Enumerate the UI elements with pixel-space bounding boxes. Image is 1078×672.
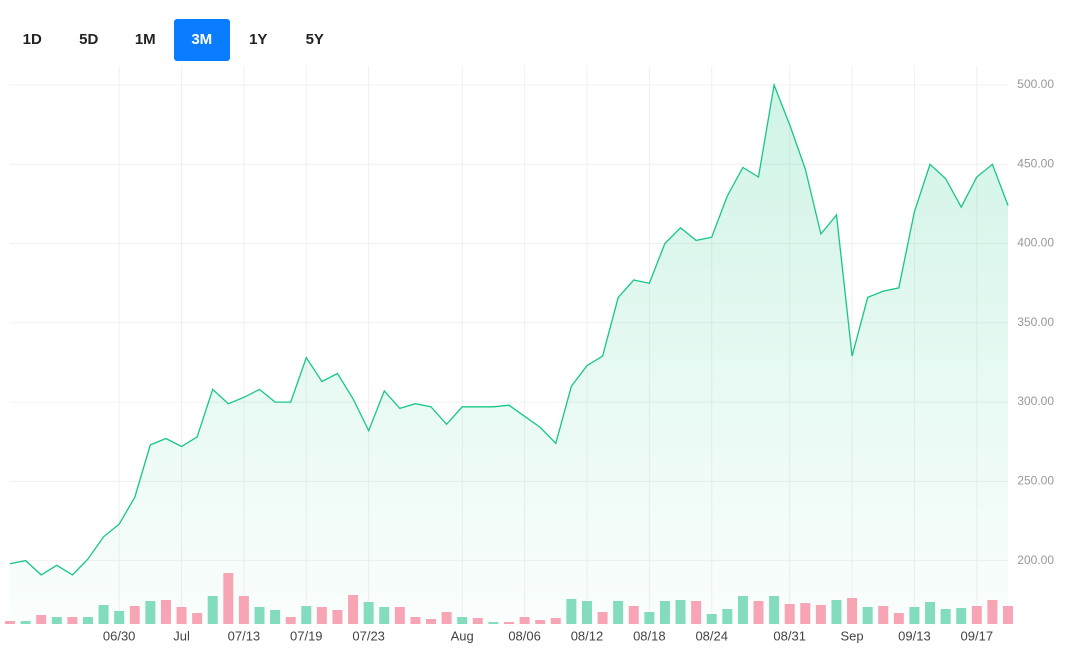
y-tick-label: 250.00 — [1017, 474, 1054, 488]
volume-bar — [753, 601, 764, 624]
volume-bar — [971, 606, 982, 624]
y-tick-label: 450.00 — [1017, 156, 1054, 170]
volume-bar — [956, 608, 967, 624]
volume-bar — [238, 596, 249, 624]
x-tick-label: Jul — [173, 628, 190, 643]
x-tick-label: 08/12 — [571, 628, 604, 643]
volume-bar — [379, 607, 390, 624]
volume-bar — [285, 617, 296, 624]
volume-bar — [36, 615, 47, 624]
range-tab[interactable]: 1M — [134, 31, 156, 48]
x-tick-label: 08/18 — [633, 628, 666, 643]
price-line — [9, 82, 1009, 576]
x-tick-label: 07/19 — [290, 628, 323, 643]
volume-bar — [862, 607, 873, 624]
volume-bar — [82, 617, 93, 624]
volume-bar — [878, 606, 889, 624]
volume-bar — [426, 619, 437, 624]
volume-bar — [270, 610, 281, 624]
volume-bar — [940, 609, 951, 624]
volume-bar — [691, 601, 702, 624]
volume-bar — [644, 612, 655, 624]
volume-bar — [909, 607, 920, 624]
y-tick-label: 350.00 — [1017, 315, 1054, 329]
volume-bar — [831, 600, 842, 624]
volume-bar — [737, 596, 748, 624]
volume-bar — [504, 622, 514, 624]
volume-bar — [566, 599, 577, 624]
volume-bar — [176, 607, 187, 624]
y-tick-label: 400.00 — [1017, 236, 1054, 250]
y-tick-label: 200.00 — [1017, 553, 1054, 567]
volume-bar — [5, 621, 15, 624]
x-tick-label: 09/13 — [898, 628, 931, 643]
volume-bar — [613, 601, 624, 624]
volume-bar — [192, 613, 203, 624]
volume-bar — [472, 618, 483, 624]
range-tab[interactable]: 3M — [173, 19, 230, 61]
volume-bar — [1003, 606, 1013, 624]
volume-bar — [987, 600, 998, 624]
x-tick-label: 08/31 — [773, 628, 806, 643]
x-tick-label: Aug — [451, 628, 474, 643]
volume-bar — [675, 600, 686, 624]
volume-bar — [769, 596, 780, 624]
volume-bar — [67, 617, 78, 624]
volume-bar — [706, 614, 717, 624]
range-tabs: 1D 5D 1M 3M 1Y 5Y — [4, 19, 343, 61]
volume-bar — [223, 573, 234, 624]
volume-bar — [441, 612, 452, 624]
volume-bar — [488, 622, 499, 624]
volume-bar — [410, 617, 421, 624]
volume-bar — [925, 602, 936, 624]
volume-bar — [457, 617, 468, 624]
volume-bar — [597, 612, 608, 624]
volume-bar — [316, 607, 327, 624]
volume-bar — [581, 601, 592, 624]
y-tick-label: 300.00 — [1017, 394, 1054, 408]
volume-bar — [659, 601, 670, 624]
volume-bar — [145, 601, 156, 624]
volume-bar — [348, 595, 359, 624]
volume-bar — [394, 607, 405, 624]
volume-bar — [98, 605, 109, 624]
volume-bar — [815, 605, 826, 624]
range-tab[interactable]: 1D — [22, 31, 42, 48]
volume-bar — [847, 598, 858, 624]
volume-bar — [550, 618, 561, 624]
volume-bar — [784, 604, 795, 624]
x-tick-label: 07/13 — [228, 628, 261, 643]
volume-bar — [207, 596, 218, 624]
area — [10, 85, 1008, 624]
volume-bar — [254, 607, 265, 624]
range-tab[interactable]: 5Y — [305, 31, 324, 48]
y-tick-label: 500.00 — [1017, 77, 1054, 91]
range-tab[interactable]: 1Y — [249, 31, 268, 48]
x-tick-label: 07/23 — [352, 628, 385, 643]
volume-bar — [129, 606, 140, 624]
volume-bar — [519, 617, 530, 624]
x-tick-label: 08/06 — [508, 628, 541, 643]
range-tab[interactable]: 5D — [79, 31, 99, 48]
volume-bar — [363, 602, 374, 624]
volume-bar — [51, 617, 62, 624]
x-tick-label: Sep — [840, 628, 863, 643]
volume-bar — [114, 611, 125, 624]
volume-bar — [893, 613, 904, 624]
x-tick-label: 09/17 — [961, 628, 994, 643]
volume-bar — [722, 609, 733, 624]
volume-bar — [160, 600, 171, 624]
x-tick-label: 08/24 — [695, 628, 728, 643]
volume-bar — [628, 606, 639, 624]
volume-bar — [301, 606, 312, 624]
volume-bar — [332, 610, 343, 624]
volume-bar — [535, 620, 546, 624]
x-tick-label: 06/30 — [103, 628, 136, 643]
volume-bar — [20, 621, 31, 624]
volume-bar — [800, 603, 811, 624]
